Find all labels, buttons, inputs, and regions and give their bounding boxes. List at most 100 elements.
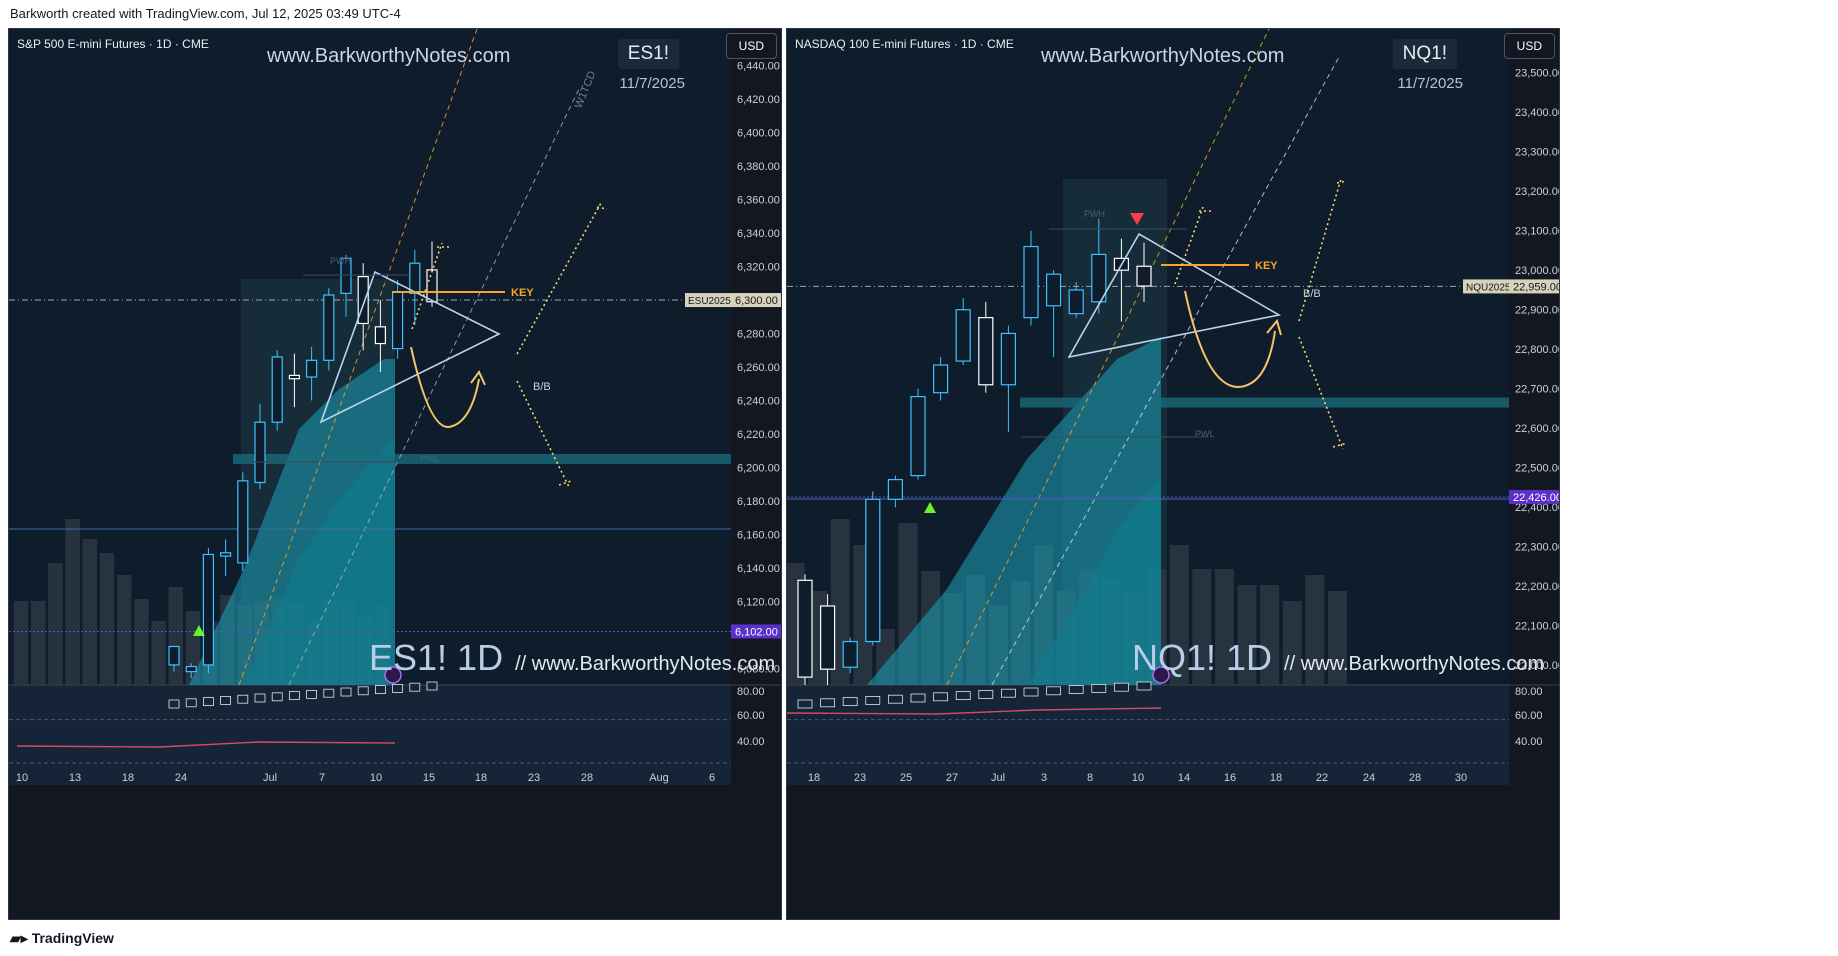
volume-bar <box>30 601 46 685</box>
big-ticker-label: NQ1! 1D // www.BarkworthyNotes.com <box>1132 637 1544 679</box>
osc-candle <box>1068 685 1084 694</box>
volume-bar <box>134 599 149 685</box>
projection-arrow <box>1266 318 1282 336</box>
osc-candle <box>271 692 283 702</box>
candle-body <box>887 478 904 500</box>
osc-candle <box>340 687 352 697</box>
big-ticker-text: NQ1! 1D <box>1132 637 1273 678</box>
buy-signal-marker <box>193 625 205 636</box>
x-tick-label: 22 <box>1316 772 1328 784</box>
footer: ▰▸ TradingView <box>0 922 1838 956</box>
ticker-badge: ES1! <box>617 39 679 69</box>
x-tick-label: 7 <box>319 772 325 784</box>
candle-body <box>426 269 438 303</box>
channel-line <box>991 56 1340 686</box>
x-tick-label: 10 <box>370 772 382 784</box>
currency-button[interactable]: USD <box>725 33 777 59</box>
volume-bar <box>1214 569 1234 685</box>
candle-body <box>1091 253 1107 303</box>
candle-body <box>1046 273 1062 307</box>
osc-candle <box>288 691 300 700</box>
y-tick-label: 6,420.00 <box>737 94 780 106</box>
y-tick-label: 23,100.00 <box>1515 226 1560 238</box>
y-tick-label: 22,800.00 <box>1515 344 1560 356</box>
candle-body <box>392 291 404 350</box>
y-tick-label: 23,200.00 <box>1515 186 1560 198</box>
alert-price: 22,426.00 <box>1513 492 1560 504</box>
candle-body <box>374 326 386 345</box>
volume-bar <box>13 601 29 685</box>
y-tick-label: 6,080.00 <box>737 663 780 675</box>
osc-candle <box>888 694 903 704</box>
osc-candle <box>202 697 214 706</box>
osc-tick-label: 40.00 <box>1515 736 1543 748</box>
candle-body <box>202 553 214 666</box>
price-axis <box>1509 29 1559 919</box>
dotted-projection <box>1298 336 1344 450</box>
candle-body <box>842 640 858 668</box>
support-zone <box>233 454 731 465</box>
channel-line <box>946 29 1270 686</box>
ema-ribbon-inner <box>1027 477 1161 685</box>
candle-body <box>1136 265 1152 287</box>
x-tick-label: 10 <box>1132 772 1144 784</box>
y-tick-label: 6,320.00 <box>737 262 780 274</box>
buy-signal-marker <box>924 502 936 513</box>
event-icon <box>1152 666 1170 684</box>
candle-body <box>220 552 232 557</box>
osc-candle <box>1046 686 1062 696</box>
volume-bar <box>116 575 132 685</box>
y-tick-label: 6,360.00 <box>737 195 780 207</box>
es-chart-canvas[interactable]: KEYB/BPWHPWLW1TCD6,440.006,420.006,400.0… <box>9 29 782 920</box>
currency-button[interactable]: USD <box>1503 33 1555 59</box>
pwh-label: PWH <box>330 256 351 266</box>
y-tick-label: 6,180.00 <box>737 496 780 508</box>
osc-candle <box>910 693 926 703</box>
watermark: www.BarkworthyNotes.com <box>1041 45 1285 67</box>
osc-candle <box>820 698 835 708</box>
volume-bar <box>1282 601 1302 685</box>
osc-candle <box>797 699 813 709</box>
pwh-label: PWH <box>1084 209 1105 219</box>
y-tick-label: 23,000.00 <box>1515 265 1560 277</box>
osc-candle <box>933 692 949 702</box>
osc-candle <box>978 690 994 699</box>
bb-label: B/B <box>1303 288 1321 300</box>
volume-bar <box>48 563 63 685</box>
es-chart-panel[interactable]: KEY B/B PWH PWL W1TCD 6,440.00 6,420.00 6,400.0… <box>8 28 782 920</box>
y-tick-label: 22,100.00 <box>1515 621 1560 633</box>
volume-bar <box>82 539 98 685</box>
nq-chart-canvas[interactable]: KEY B/B PWH PWL 23,500.00 23,400.00 23,300.00 2… <box>787 29 1560 920</box>
osc-candle <box>842 697 858 706</box>
osc-candle <box>185 698 197 708</box>
candle-body <box>933 364 949 394</box>
volume-bar <box>65 519 80 685</box>
osc-tick-label: 80.00 <box>1515 686 1543 698</box>
y-tick-label: 6,260.00 <box>737 362 780 374</box>
alert-price-bg <box>1509 489 1559 504</box>
big-ticker-text: ES1! 1D <box>369 637 504 678</box>
y-tick-label: 6,220.00 <box>737 429 780 441</box>
dotted-projection <box>558 480 572 486</box>
x-tick-label: 28 <box>1409 772 1421 784</box>
projection-curve <box>410 346 480 428</box>
contract-tag: NQU2025 <box>1466 282 1511 293</box>
volume-bar <box>1237 585 1257 685</box>
nq-chart-panel[interactable]: KEY B/B PWH PWL 23,500.00 23,400.00 23,300.00 2… <box>786 28 1560 920</box>
watermark: www.BarkworthyNotes.com <box>267 45 511 67</box>
osc-candle <box>220 696 232 705</box>
x-tick-label: 8 <box>1087 772 1093 784</box>
candle-body <box>819 605 836 670</box>
osc-candle <box>1113 682 1129 692</box>
big-ticker-site: // www.BarkworthyNotes.com <box>515 653 776 675</box>
candle-body <box>185 665 197 673</box>
tradingview-logo[interactable]: ▰▸ TradingView <box>10 930 114 947</box>
osc-candle <box>237 694 249 704</box>
osc-candle <box>426 681 438 691</box>
contract-price: 6,300.00 <box>735 295 778 307</box>
candle-body <box>409 262 421 294</box>
alert-price-bg <box>731 624 781 639</box>
y-tick-label: 23,500.00 <box>1515 68 1560 80</box>
contract-tag-bg <box>1463 279 1509 294</box>
sell-signal-marker <box>1130 213 1144 225</box>
